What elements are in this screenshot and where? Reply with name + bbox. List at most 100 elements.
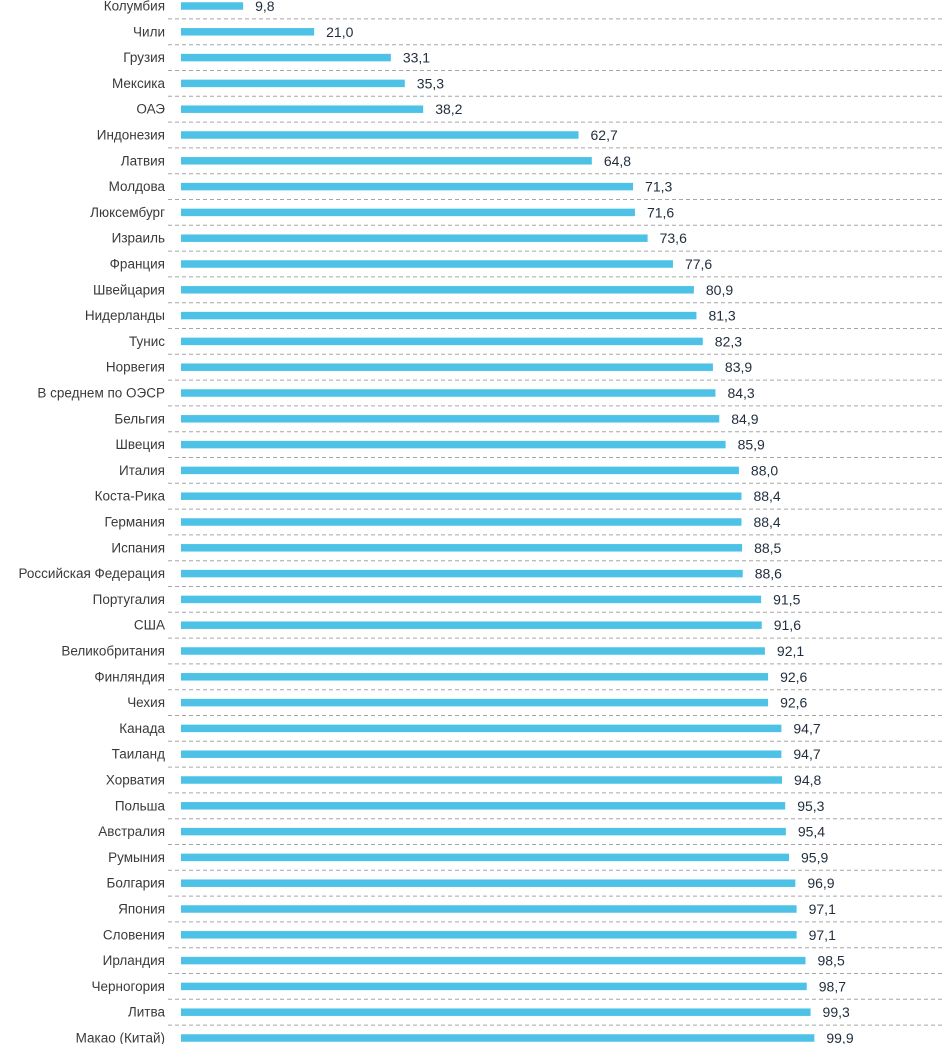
category-label: Таиланд	[112, 747, 166, 762]
value-label: 82,3	[715, 333, 742, 349]
bar	[181, 518, 742, 526]
bar	[181, 673, 769, 681]
value-label: 71,3	[645, 179, 672, 195]
bar	[181, 724, 782, 733]
value-label: 62,7	[591, 127, 618, 143]
category-label: ОАЭ	[136, 102, 165, 117]
value-label: 84,9	[731, 411, 758, 427]
category-label: Германия	[104, 515, 165, 530]
bars-group	[181, 2, 815, 1042]
category-label: Люксембург	[90, 205, 165, 220]
bar	[181, 1008, 811, 1016]
bar	[181, 931, 797, 939]
category-label: Австралия	[98, 824, 165, 839]
bar	[181, 827, 786, 836]
value-label: 88,5	[754, 540, 781, 556]
category-label: Чехия	[127, 695, 165, 710]
bar	[181, 698, 769, 707]
value-label: 96,9	[807, 875, 834, 891]
category-label: Швеция	[116, 437, 166, 452]
bar	[181, 182, 634, 191]
category-label: Латвия	[121, 153, 165, 168]
bar	[181, 1034, 815, 1042]
bar	[181, 105, 424, 113]
category-label: Российская Федерация	[19, 566, 165, 581]
bar	[181, 337, 703, 346]
bar	[181, 286, 694, 294]
bar	[181, 492, 742, 500]
bar	[181, 569, 743, 578]
value-label: 71,6	[647, 204, 674, 220]
category-label: Финляндия	[94, 669, 165, 684]
bar	[181, 234, 648, 242]
value-labels: 9,8 21,0 33,1 35,3 38,2 62,7 64,8 71,3 71,6 73,6 7…	[255, 0, 854, 1044]
category-label: Испания	[111, 540, 165, 555]
value-label: 99,3	[823, 1004, 850, 1020]
value-label: 94,7	[793, 720, 820, 736]
bar	[181, 208, 635, 217]
bar	[181, 776, 783, 784]
bar	[181, 956, 806, 965]
category-label: Португалия	[93, 592, 165, 607]
category-label: Румыния	[108, 850, 165, 865]
category-labels: Колумбия Чили Грузия Мексика ОАЭ Индонезия Лат…	[19, 0, 166, 1044]
category-label: Япония	[118, 902, 165, 917]
bar	[181, 28, 315, 36]
value-label: 84,3	[727, 385, 754, 401]
value-label: 9,8	[255, 0, 275, 14]
category-label: Грузия	[123, 50, 165, 65]
category-label: Нидерланды	[85, 308, 165, 323]
category-label: Мексика	[112, 76, 165, 91]
bar	[181, 2, 244, 10]
value-label: 80,9	[706, 282, 733, 298]
value-label: 95,9	[801, 849, 828, 865]
bar	[181, 53, 391, 62]
value-label: 95,4	[798, 824, 825, 840]
category-label: Франция	[110, 257, 165, 272]
value-label: 95,3	[797, 798, 824, 814]
category-label: Канада	[119, 721, 165, 736]
bar	[181, 750, 782, 758]
category-label: Италия	[119, 463, 165, 478]
value-label: 35,3	[417, 75, 444, 91]
value-label: 98,7	[819, 978, 846, 994]
bar	[181, 415, 720, 423]
category-label: Великобритания	[61, 644, 165, 659]
value-label: 94,8	[794, 772, 821, 788]
bar	[181, 905, 797, 913]
category-label: Тунис	[129, 334, 165, 349]
category-label: Болгария	[107, 876, 165, 891]
bar	[181, 647, 765, 655]
bar	[181, 802, 786, 810]
bar	[181, 440, 726, 449]
bar	[181, 363, 713, 371]
bar	[181, 79, 405, 88]
category-label: Словения	[103, 927, 165, 942]
value-label: 77,6	[685, 256, 712, 272]
value-label: 88,4	[753, 488, 780, 504]
value-label: 64,8	[604, 153, 631, 169]
value-label: 88,0	[751, 462, 778, 478]
value-label: 92,6	[780, 695, 807, 711]
value-label: 99,9	[826, 1030, 853, 1044]
value-label: 88,4	[753, 514, 780, 530]
value-label: 21,0	[326, 24, 353, 40]
bar	[181, 595, 762, 604]
value-label: 81,3	[708, 308, 735, 324]
category-label: Польша	[115, 798, 166, 813]
value-label: 88,6	[755, 566, 782, 582]
value-label: 94,7	[793, 746, 820, 762]
bar	[181, 466, 739, 475]
category-label: Колумбия	[104, 0, 165, 14]
value-label: 83,9	[725, 359, 752, 375]
category-label: Молдова	[109, 179, 166, 194]
category-label: Макао (Китай)	[76, 1031, 165, 1044]
category-label: Хорватия	[106, 773, 165, 788]
category-label: Коста-Рика	[95, 489, 166, 504]
category-label: Швейцария	[93, 282, 165, 297]
bar	[181, 879, 796, 887]
category-label: Ирландия	[103, 953, 165, 968]
bar	[181, 621, 762, 629]
category-label: Литва	[128, 1005, 166, 1020]
bar	[181, 311, 697, 320]
